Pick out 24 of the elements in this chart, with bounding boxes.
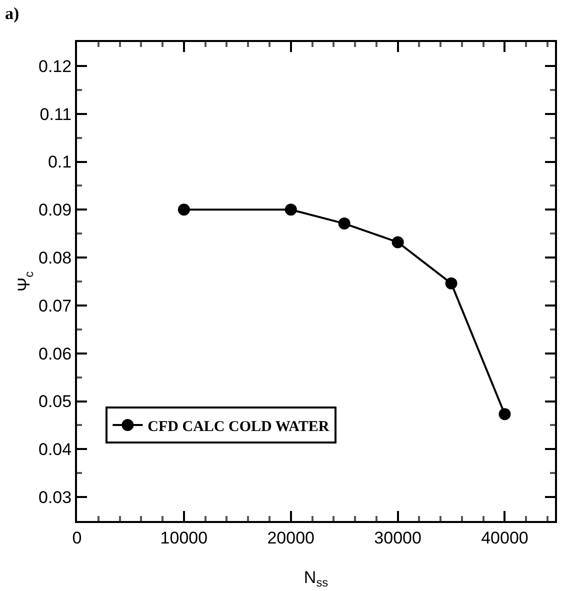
x-tick-label: 30000 [374,528,422,548]
y-tick-label: 0.06 [38,344,72,364]
legend-label: CFD CALC COLD WATER [148,418,330,435]
y-tick-label: 0.12 [38,56,72,76]
x-tick-label: 10000 [160,528,208,548]
x-tick-label: 20000 [267,528,315,548]
point [284,204,297,216]
x-tick-label: 40000 [481,528,528,548]
x-axis-title: N$_{ss}$ [304,568,328,590]
x-tick-label: 0 [72,528,82,548]
point [445,277,458,290]
y-tick-label: 0.05 [38,392,72,412]
y-tick-label: 0.09 [38,200,72,220]
y-tick-label: 0.04 [38,440,72,460]
point [178,204,190,216]
point [498,408,511,420]
point [338,218,350,230]
y-tick-label: 0.11 [40,104,72,124]
y-tick-label: 0.08 [38,248,72,268]
y-tick-label: 0.07 [38,296,72,316]
y-tick-label: 0.1 [48,152,72,172]
y-tick-label: 0.03 [38,488,72,507]
text: a) [5,4,20,23]
point [392,236,404,248]
